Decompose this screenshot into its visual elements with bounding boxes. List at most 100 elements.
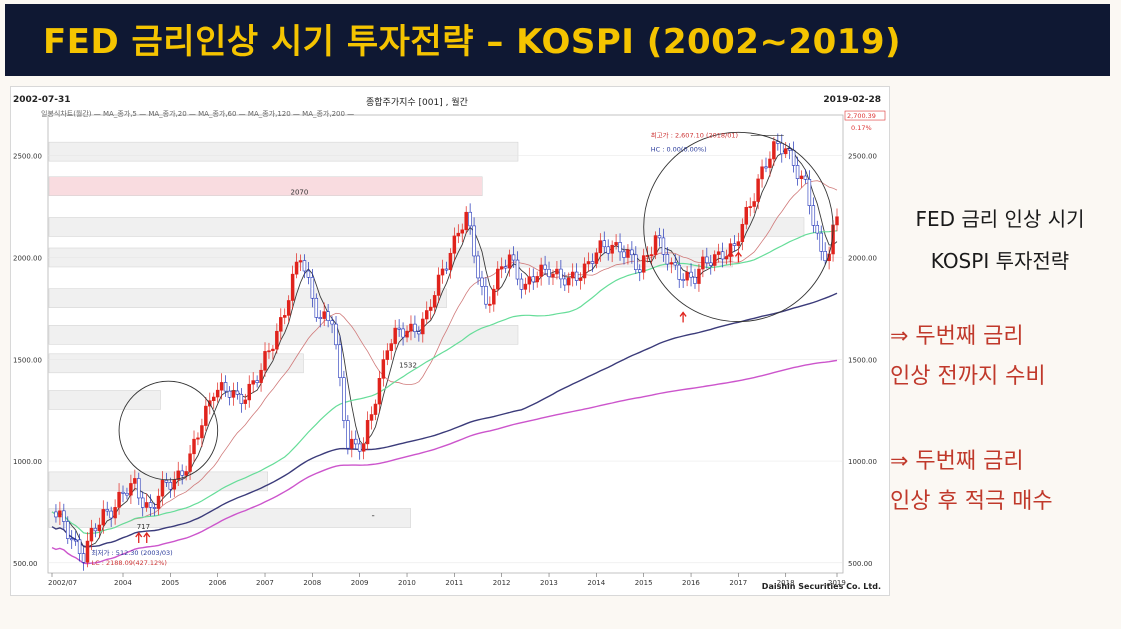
- candle-down: [665, 254, 670, 265]
- candle-up: [748, 206, 752, 209]
- candle-down: [709, 262, 713, 266]
- candle-down: [503, 266, 508, 269]
- candle-up: [768, 158, 772, 168]
- candle-up: [196, 437, 200, 440]
- candle-up: [101, 509, 106, 526]
- label-1532: 1532: [399, 361, 417, 369]
- candle-down: [472, 225, 476, 257]
- volume-profile-band: [48, 141, 519, 162]
- candle-down: [137, 478, 141, 499]
- candle-down: [81, 553, 86, 563]
- candle-up: [783, 148, 788, 155]
- candle-up: [89, 527, 94, 542]
- x-tick-label: 2002/07: [48, 579, 77, 587]
- kospi-chart: 500.00 500.00 1000.00 1000.00 1500.00 1500.00…: [10, 86, 890, 596]
- volume-profile-band: [48, 217, 805, 237]
- candle-up: [701, 256, 705, 270]
- candle-up: [298, 260, 303, 263]
- y-tick-label-left: 1000.00: [13, 458, 42, 466]
- candle-up: [570, 271, 575, 279]
- candle-up: [555, 268, 559, 275]
- ma-line-ma60: [51, 230, 838, 535]
- candle-down: [338, 344, 342, 378]
- y-tick-label-left: 2500.00: [13, 153, 42, 161]
- volume-profile-band: [48, 508, 411, 528]
- candle-up: [456, 232, 461, 237]
- candle-up: [740, 223, 745, 242]
- candle-down: [318, 317, 322, 319]
- candle-up: [586, 261, 591, 265]
- candle-down: [590, 261, 595, 264]
- candle-up: [756, 178, 760, 202]
- slide-title: FED 금리인상 시기 투자전략 – KOSPI (2002~2019): [43, 22, 902, 62]
- volume-profile-band: [48, 471, 268, 492]
- y-tick-label-right: 2500.00: [848, 153, 877, 161]
- current-price-box: [844, 110, 886, 121]
- candle-up: [523, 283, 528, 290]
- candle-down: [66, 521, 70, 539]
- candle-up: [58, 510, 62, 518]
- candle-up: [117, 491, 121, 508]
- candle-up: [539, 264, 543, 277]
- x-tick-label: 2016: [682, 579, 700, 587]
- candle-up: [283, 315, 287, 318]
- x-tick-label: 2004: [114, 579, 132, 587]
- candle-down: [815, 225, 820, 234]
- candle-up: [365, 420, 370, 445]
- candle-up: [760, 166, 764, 180]
- current-pct: 0.17%: [851, 124, 872, 132]
- candle-down: [606, 246, 610, 254]
- candle-down: [54, 511, 58, 518]
- candle-up: [578, 277, 583, 281]
- candle-down: [681, 279, 685, 281]
- candle-up: [535, 276, 539, 283]
- candle-up: [389, 343, 393, 351]
- candle-up: [160, 480, 165, 497]
- candle-up: [799, 175, 804, 179]
- candle-down: [397, 327, 401, 330]
- candle-down: [764, 166, 768, 169]
- candle-up: [215, 389, 220, 398]
- candle-down: [791, 149, 796, 166]
- candle-up: [97, 524, 102, 532]
- candle-down: [511, 254, 516, 261]
- candle-down: [168, 482, 173, 490]
- candle-down: [693, 276, 697, 284]
- candle-up: [567, 277, 571, 286]
- candle-down: [223, 382, 228, 392]
- candle-up: [129, 483, 133, 496]
- candle-up: [614, 242, 618, 246]
- candle-up: [85, 540, 90, 563]
- candle-down: [235, 390, 240, 395]
- candle-up: [393, 327, 397, 344]
- y-tick-label-right: 1500.00: [848, 356, 877, 364]
- candle-down: [125, 492, 129, 496]
- candle-up: [373, 403, 378, 415]
- candle-up: [176, 470, 180, 480]
- candle-up: [275, 330, 279, 350]
- candle-down: [677, 264, 681, 280]
- chart-start-date: 2002-07-31: [13, 95, 71, 105]
- y-tick-label-left: 500.00: [13, 560, 38, 568]
- highlight-circle-2: [643, 131, 834, 323]
- volume-profile-band: [48, 176, 483, 196]
- candle-up: [251, 380, 255, 385]
- candle-up: [464, 211, 468, 231]
- candle-down: [630, 249, 634, 256]
- candle-down: [417, 331, 421, 335]
- candle-down: [732, 243, 737, 246]
- candle-up: [377, 378, 382, 405]
- x-tick-label: 2005: [161, 579, 179, 587]
- candle-up: [641, 255, 646, 273]
- candle-down: [547, 268, 551, 278]
- candle-up: [286, 300, 291, 316]
- candle-down: [62, 510, 66, 522]
- candle-down: [164, 480, 169, 483]
- candle-down: [354, 438, 358, 445]
- high-price-label: 최고가 : 2,607.10 (2018/01): [651, 130, 738, 139]
- candle-up: [219, 382, 224, 391]
- candle-down: [306, 270, 311, 278]
- candle-down: [152, 507, 157, 509]
- candle-down: [807, 179, 812, 206]
- candle-down: [255, 380, 259, 383]
